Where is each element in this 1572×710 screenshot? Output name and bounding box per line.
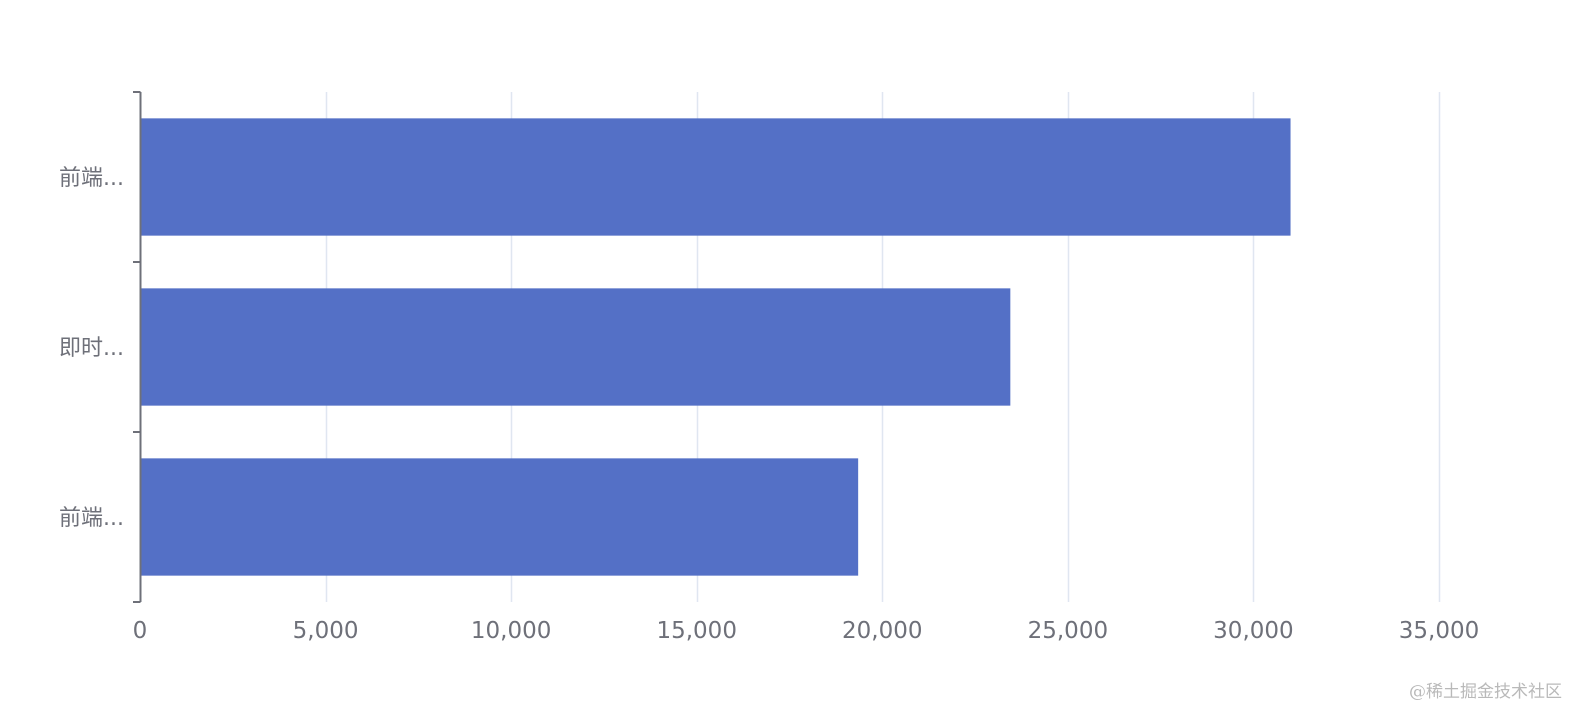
x-axis-tick-labels: 0 5,000 10,000 15,000 20,000 25,000 30,000 35,0… [133, 618, 1480, 644]
watermark: @稀土掘金技术社区 [1409, 682, 1562, 702]
bar[interactable] [140, 118, 1291, 236]
x-tick-label: 20,000 [842, 618, 922, 644]
y-axis-category-labels: 前端... 即时... 前端... [59, 166, 124, 531]
y-category-label: 前端... [59, 166, 124, 191]
x-tick-label: 10,000 [471, 618, 551, 644]
x-tick-label: 15,000 [656, 618, 736, 644]
x-tick-label: 35,000 [1399, 618, 1479, 644]
y-category-label: 即时... [59, 336, 124, 361]
x-tick-label: 5,000 [293, 618, 359, 644]
x-tick-label: 30,000 [1213, 618, 1293, 644]
bar[interactable] [140, 458, 859, 576]
x-tick-label: 0 [133, 618, 148, 644]
y-axis [133, 91, 142, 603]
x-tick-label: 25,000 [1028, 618, 1108, 644]
bars [140, 118, 1291, 576]
y-category-label: 前端... [59, 506, 124, 531]
bar[interactable] [140, 288, 1011, 406]
